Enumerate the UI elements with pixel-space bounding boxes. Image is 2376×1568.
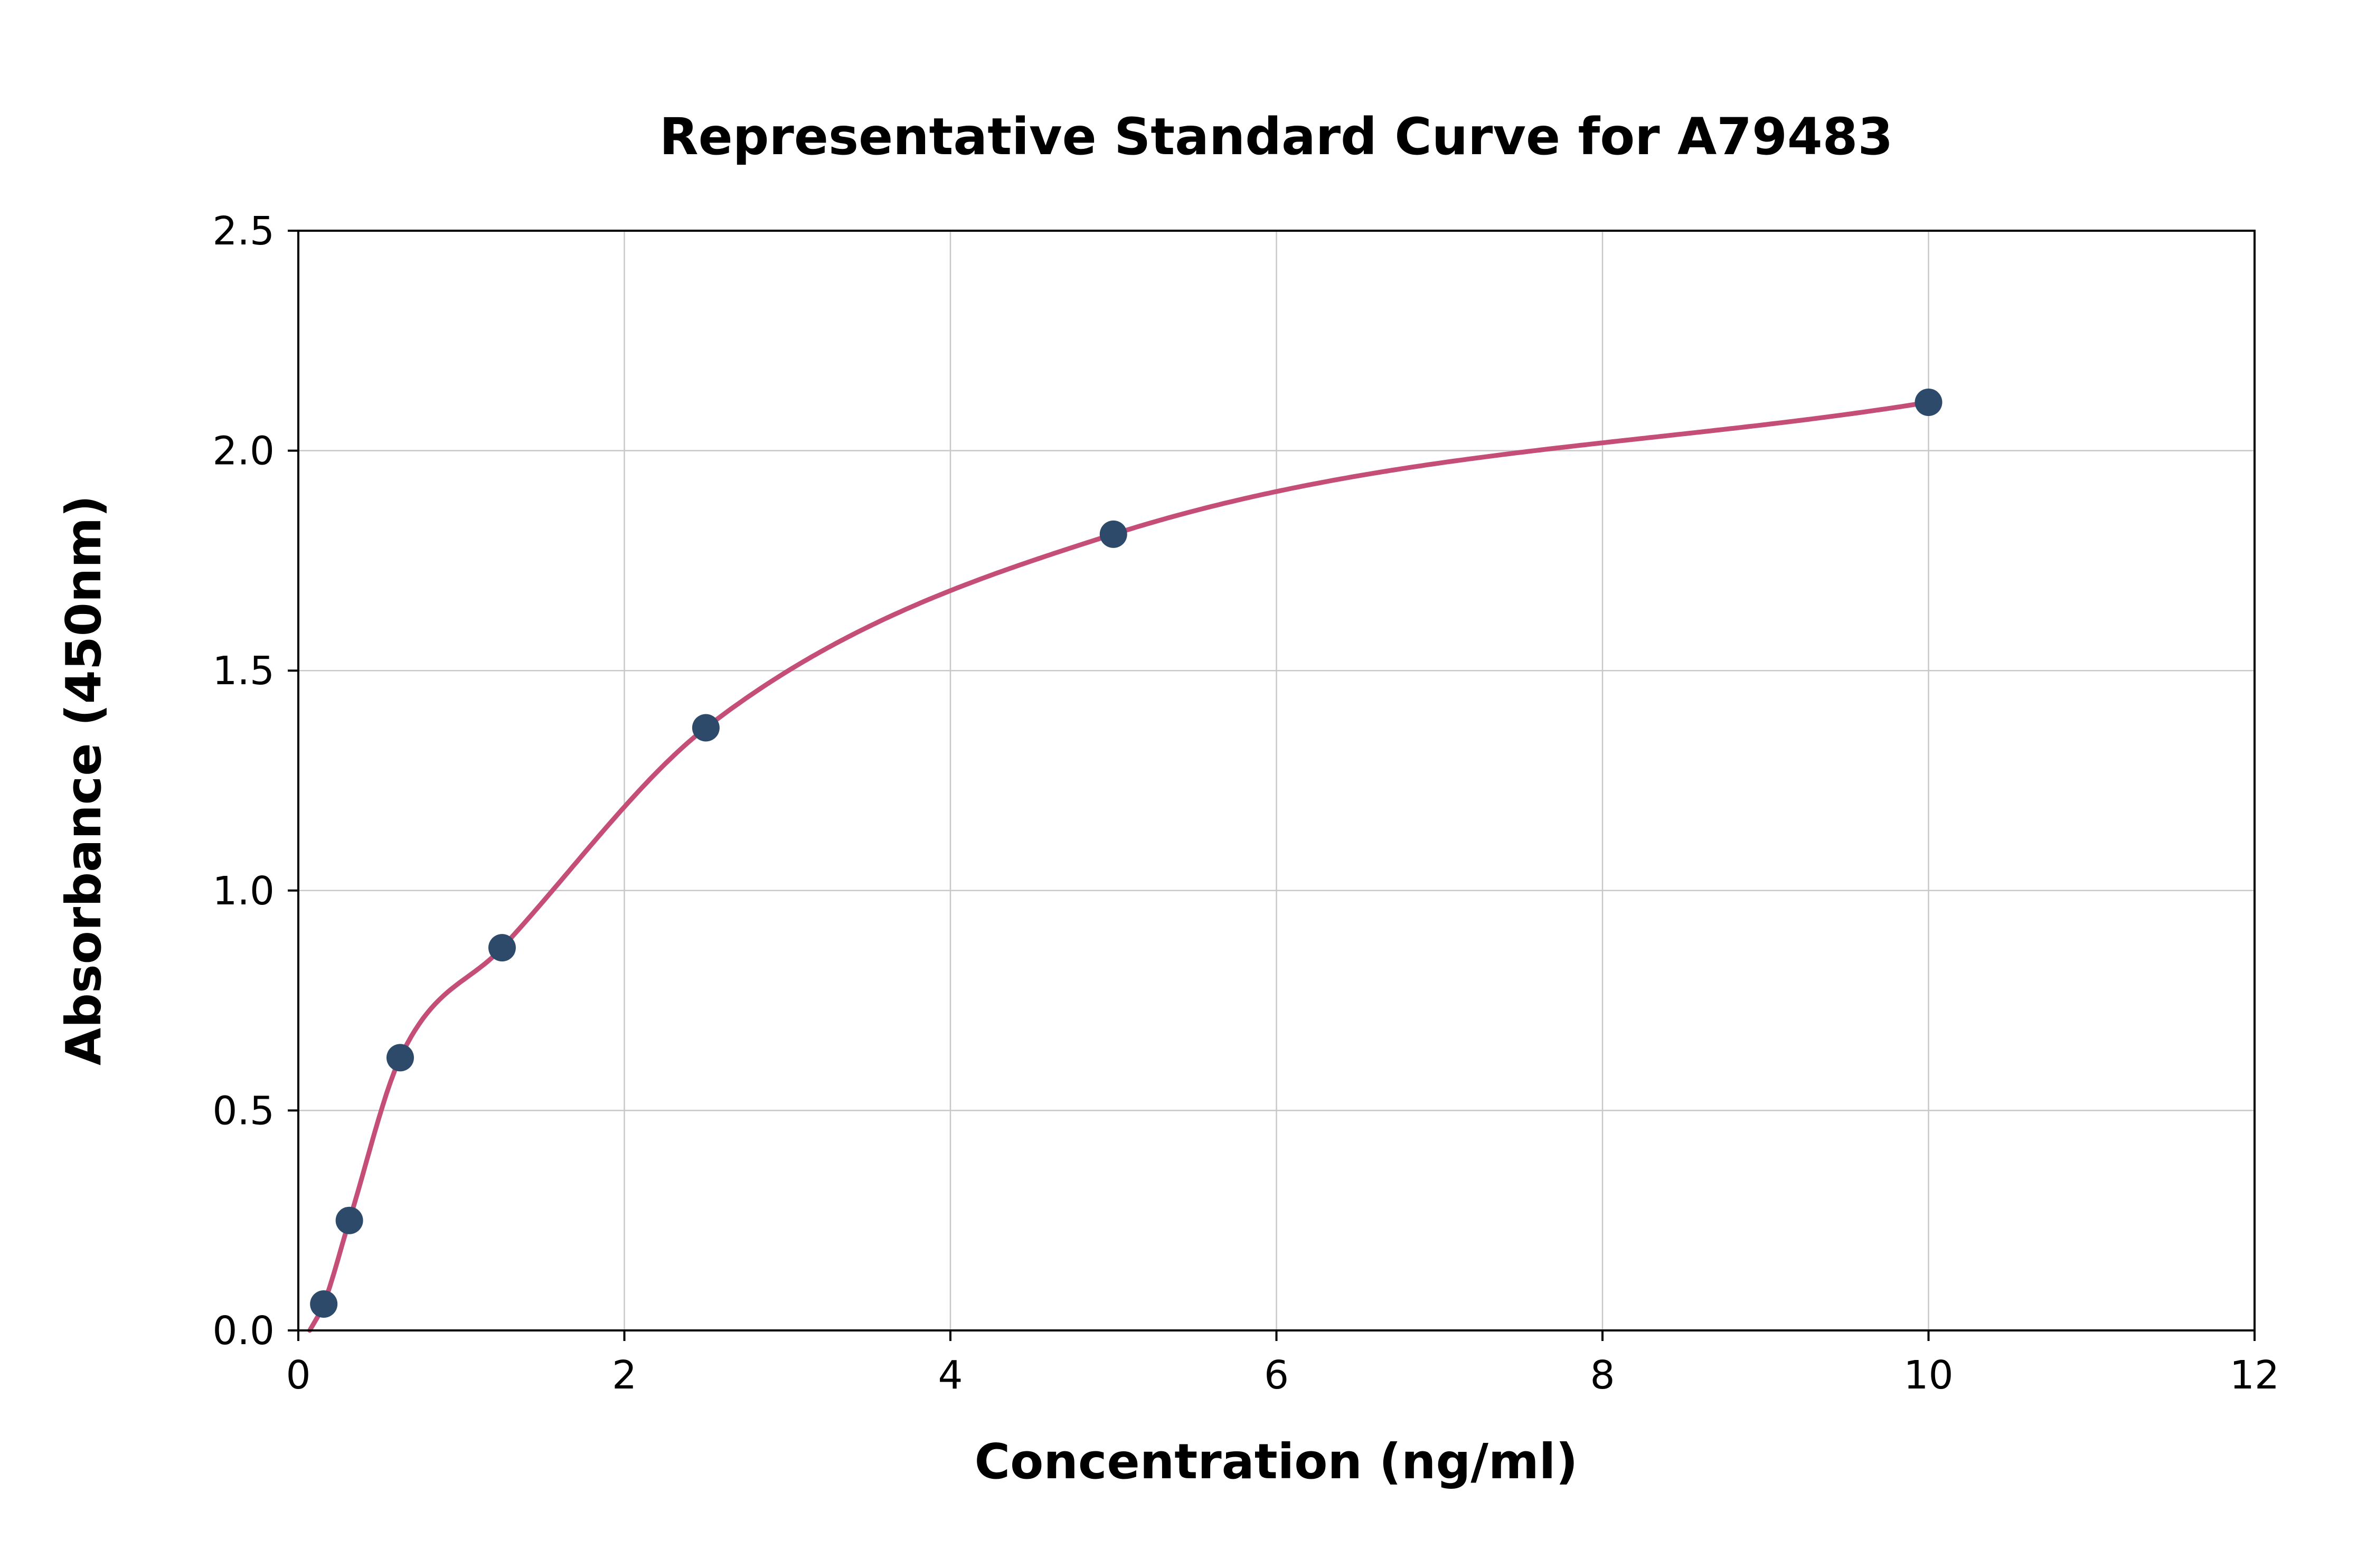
x-tick-label: 0 — [286, 1353, 310, 1398]
data-point — [1099, 520, 1127, 548]
y-tick-label: 1.5 — [212, 648, 275, 694]
y-tick-label: 0.0 — [212, 1308, 275, 1354]
data-point — [1915, 388, 1943, 416]
y-axis-label: Absorbance (450nm) — [55, 495, 112, 1065]
axes — [288, 230, 2256, 1341]
x-tick-label: 6 — [1264, 1353, 1289, 1398]
x-tick-label: 12 — [2230, 1353, 2279, 1398]
y-tick-label: 2.5 — [212, 209, 275, 254]
x-tick-label: 2 — [612, 1353, 637, 1398]
chart-title: Representative Standard Curve for A79483 — [659, 107, 1893, 166]
data-points — [310, 388, 1943, 1318]
tick-labels: 0 2 4 6 8 10 12 0.0 0.5 1.0 1.5 2.0 2.5 — [212, 209, 2279, 1398]
y-tick-label: 1.0 — [212, 868, 275, 914]
y-tick-label: 2.0 — [212, 429, 275, 474]
x-axis-label: Concentration (ng/ml) — [975, 1433, 1578, 1490]
y-tick-label: 0.5 — [212, 1088, 275, 1134]
data-point — [488, 934, 516, 962]
x-tick-label: 8 — [1590, 1353, 1615, 1398]
grid-lines — [297, 230, 2256, 1331]
x-tick-label: 4 — [938, 1353, 963, 1398]
data-point — [692, 714, 720, 742]
data-point — [335, 1206, 363, 1234]
x-tick-label: 10 — [1903, 1353, 1953, 1398]
data-point — [386, 1044, 414, 1072]
data-point — [310, 1290, 338, 1318]
